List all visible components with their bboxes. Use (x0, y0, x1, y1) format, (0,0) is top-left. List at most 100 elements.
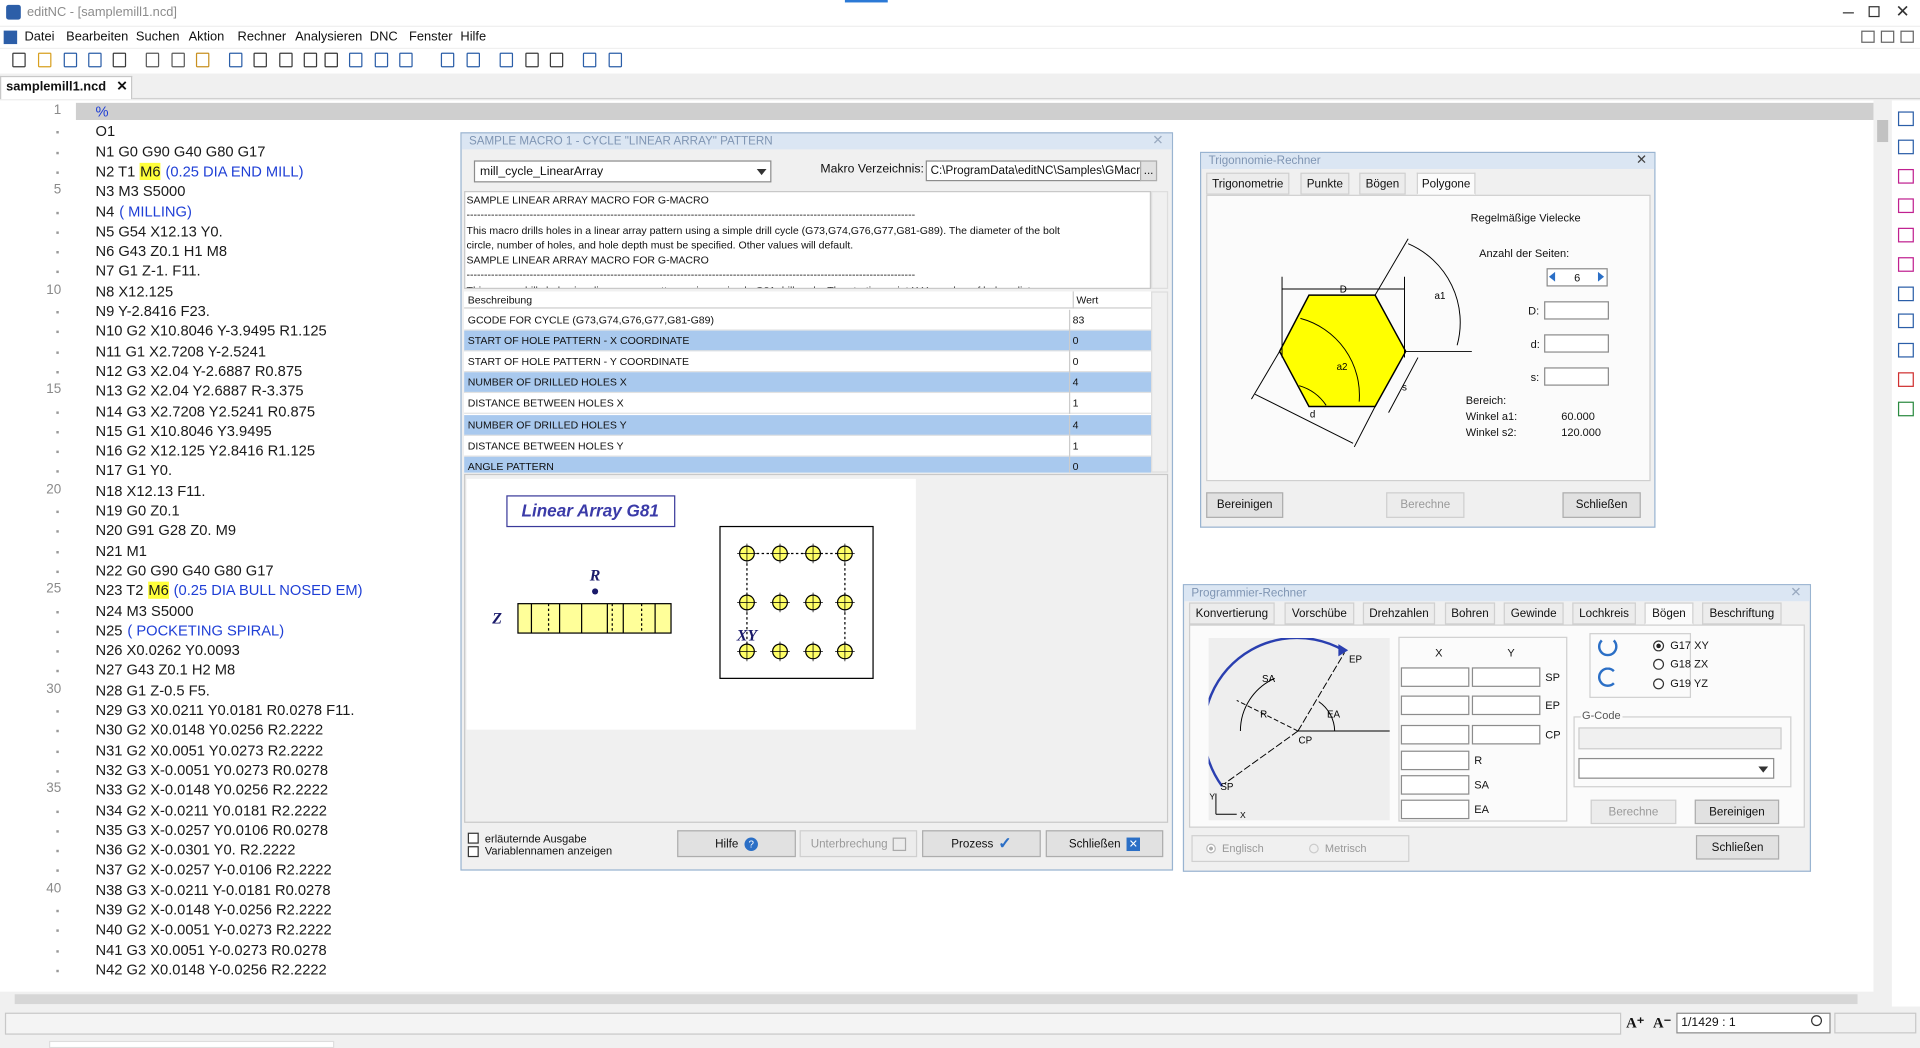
side-button[interactable] (1897, 342, 1914, 358)
table-row[interactable]: GCODE FOR CYCLE (G73,G74,G76,G77,G81-G89… (464, 309, 1152, 331)
calc-button[interactable]: Berechne (1386, 492, 1465, 518)
search-icon[interactable] (1811, 1015, 1823, 1027)
table-row[interactable]: START OF HOLE PATTERN - X COORDINATE 0 (464, 330, 1152, 352)
toolbar-button[interactable] (549, 52, 564, 68)
toolbar-button[interactable] (374, 52, 389, 68)
menu-item[interactable]: Fenster (408, 29, 453, 45)
menu-item[interactable]: Analysieren (295, 29, 363, 45)
toolbar-button[interactable] (253, 52, 267, 68)
calc-button[interactable]: Berechne (1590, 799, 1677, 825)
tab[interactable]: Drehzahlen (1362, 602, 1436, 625)
input-field[interactable] (1400, 799, 1470, 820)
toolbar-button[interactable] (112, 52, 127, 68)
input-field[interactable] (1544, 367, 1609, 386)
ccw-icon[interactable] (1597, 667, 1618, 687)
tab[interactable]: Konvertierung (1188, 602, 1275, 625)
input-field[interactable] (1400, 724, 1470, 745)
input-field[interactable] (1471, 695, 1541, 716)
toolbar-button[interactable] (399, 52, 413, 68)
input-field[interactable] (1471, 724, 1541, 745)
toolbar-button[interactable] (525, 52, 539, 68)
sides-spinner[interactable]: 6 (1546, 268, 1608, 287)
radio[interactable] (1653, 678, 1665, 690)
spin-up[interactable] (1597, 271, 1605, 282)
maximize-button[interactable] (1868, 6, 1880, 18)
font-down[interactable]: A⁻ (1653, 1013, 1672, 1032)
side-button[interactable] (1897, 401, 1914, 417)
tab[interactable]: Trigonometrie (1206, 172, 1290, 195)
tab[interactable]: Gewinde (1503, 602, 1564, 625)
dialog-close[interactable]: ✕ (1152, 133, 1164, 149)
combo-arrow[interactable] (1758, 766, 1769, 773)
menu-item[interactable]: Datei (24, 29, 55, 45)
unit-label[interactable]: Metrisch (1324, 842, 1367, 855)
plane-label[interactable]: G18 ZX (1670, 657, 1709, 670)
table-row[interactable]: DISTANCE BETWEEN HOLES Y 1 (464, 435, 1152, 457)
menu-item[interactable]: DNC (369, 29, 398, 45)
v-scroll-thumb[interactable] (1877, 120, 1889, 143)
macro-combo[interactable]: mill_cycle_LinearArray (473, 160, 772, 183)
toolbar-button[interactable] (171, 52, 185, 68)
toolbar-button[interactable] (582, 52, 597, 68)
menu-item[interactable]: Aktion (188, 29, 225, 45)
checkbox-label[interactable]: Variablennamen anzeigen (484, 844, 613, 858)
mdi-min[interactable] (1861, 30, 1875, 43)
browse-button[interactable]: ... (1140, 160, 1158, 182)
dir-field[interactable]: C:\ProgramData\editNC\Samples\GMacro (925, 160, 1142, 182)
tab[interactable]: Bögen (1644, 602, 1694, 625)
table-row[interactable]: NUMBER OF DRILLED HOLES X 4 (464, 372, 1152, 394)
combo-arrow[interactable] (756, 168, 767, 176)
side-button[interactable] (1897, 372, 1914, 387)
toolbar-button[interactable] (608, 52, 623, 68)
side-button[interactable] (1897, 111, 1914, 127)
tab[interactable]: Bögen (1359, 172, 1406, 195)
checkbox[interactable] (467, 846, 479, 858)
table-row[interactable]: ANGLE PATTERN 0 (464, 456, 1152, 473)
side-button[interactable] (1897, 198, 1914, 214)
toolbar-button[interactable] (145, 52, 160, 68)
toolbar-button[interactable] (324, 52, 338, 68)
mdi-close[interactable] (1900, 30, 1914, 43)
close-button[interactable]: ✕ (1895, 1, 1910, 21)
dialog-close[interactable]: ✕ (1790, 585, 1802, 600)
radio[interactable] (1653, 658, 1665, 670)
h-scroll-thumb[interactable] (14, 994, 1858, 1005)
menu-item[interactable]: Suchen (135, 29, 180, 45)
table-row[interactable]: DISTANCE BETWEEN HOLES X 1 (464, 393, 1152, 415)
minimize-button[interactable] (1842, 12, 1854, 14)
close-button[interactable]: Schließen (1695, 835, 1780, 860)
toolbar-button[interactable] (440, 52, 455, 68)
side-button[interactable] (1897, 227, 1914, 243)
input-field[interactable] (1400, 750, 1470, 771)
checkbox-label[interactable]: erläuternde Ausgabe (484, 832, 587, 845)
clear-button[interactable]: Bereinigen (1206, 492, 1284, 518)
side-button[interactable] (1897, 168, 1914, 184)
dialog-close[interactable]: ✕ (1635, 153, 1648, 168)
button-label[interactable]: Hilfe (715, 836, 739, 851)
input-field[interactable] (1400, 695, 1470, 716)
tab[interactable]: Beschriftung (1702, 602, 1782, 625)
toolbar-button[interactable] (195, 52, 210, 68)
menu-item[interactable]: Bearbeiten (66, 29, 129, 45)
close-button[interactable]: Schließen ✕ (1045, 830, 1164, 858)
cw-icon[interactable] (1597, 636, 1618, 657)
toolbar-button[interactable] (37, 52, 52, 68)
clear-button[interactable]: Bereinigen (1694, 799, 1780, 825)
table-scrollbar[interactable] (1151, 291, 1169, 473)
toolbar-button[interactable] (303, 52, 318, 68)
unit-label[interactable]: Englisch (1222, 842, 1264, 855)
table-row[interactable]: NUMBER OF DRILLED HOLES Y 4 (464, 414, 1152, 436)
help-button[interactable]: Hilfe? (677, 830, 796, 858)
input-field[interactable] (1400, 667, 1470, 687)
tab-close[interactable]: ✕ (116, 79, 128, 95)
side-button[interactable] (1897, 139, 1914, 155)
tab[interactable]: Vorschübe (1284, 602, 1355, 625)
button-label[interactable]: Unterbrechung (810, 836, 888, 851)
v-scrollbar[interactable] (1873, 100, 1892, 992)
input-field[interactable] (1544, 334, 1609, 353)
plane-label[interactable]: G17 XY (1670, 639, 1709, 652)
input-field[interactable] (1544, 301, 1609, 320)
toolbar-button[interactable] (88, 52, 102, 68)
side-button[interactable] (1897, 313, 1914, 329)
toolbar-button[interactable] (63, 52, 78, 68)
